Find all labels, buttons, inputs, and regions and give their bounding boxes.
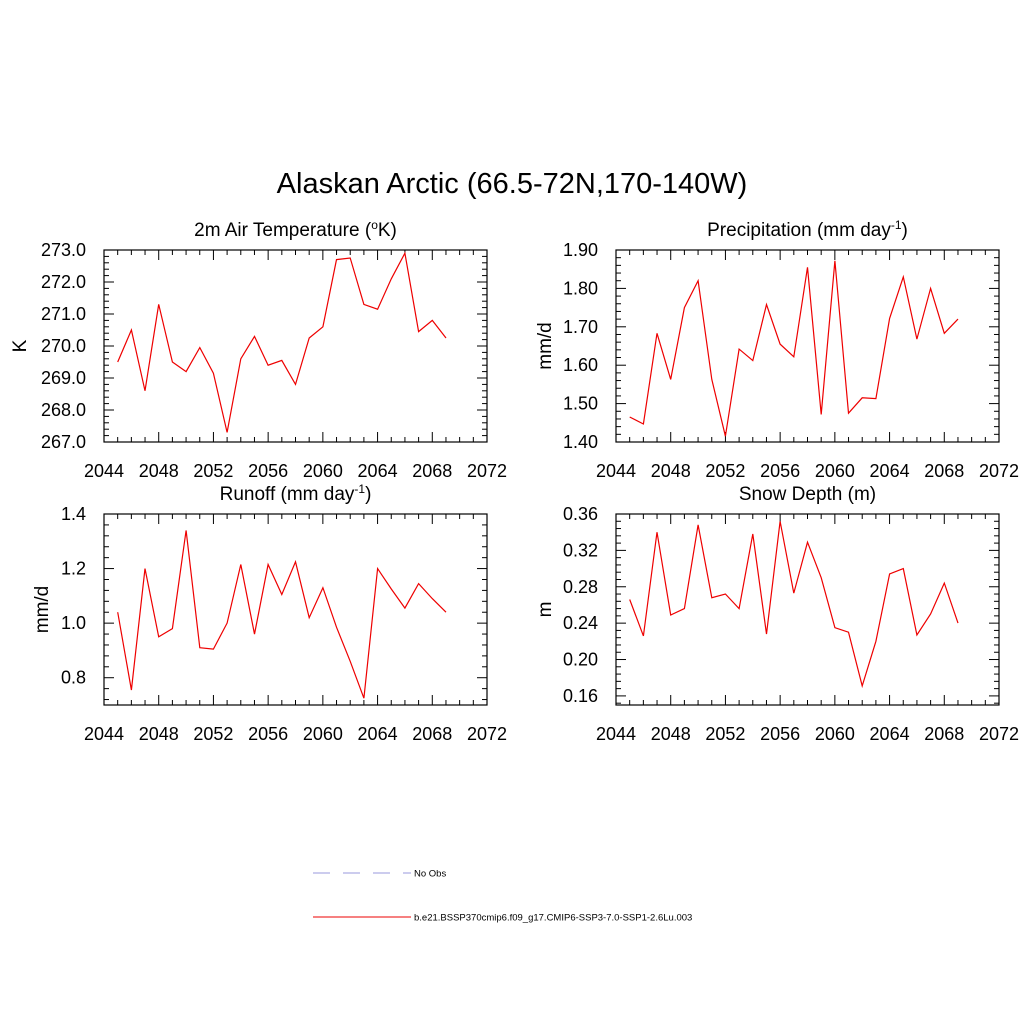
x-tick-label: 2072 [979, 724, 1019, 744]
y-axis-label: mm/d [535, 322, 556, 370]
x-tick-label: 2052 [193, 461, 233, 481]
plot-frame [615, 249, 1000, 443]
x-tick-label: 2056 [760, 724, 800, 744]
x-tick-label: 2052 [705, 724, 745, 744]
x-tick-label: 2072 [979, 461, 1019, 481]
y-tick-label: 1.40 [563, 432, 598, 452]
panel-4: Snow Depth (m) m 2044 2048 2052 2056 2060 2064 2… [535, 484, 1019, 744]
y-tick-label: 0.36 [563, 504, 598, 524]
x-tick-label: 2044 [84, 461, 124, 481]
x-tick-label: 2068 [924, 724, 964, 744]
series-line-1 [629, 521, 959, 689]
panel-title: Snow Depth (m) [739, 484, 876, 505]
x-tick-label: 2068 [412, 724, 452, 744]
y-tick-label: 0.16 [563, 686, 598, 706]
y-tick-label: 1.4 [61, 504, 86, 524]
plot-frame [103, 249, 488, 443]
y-tick-label: 268.0 [41, 400, 86, 420]
x-tick-label: 2064 [358, 461, 398, 481]
series-line-1 [117, 530, 447, 699]
x-tick-label: 2064 [870, 461, 910, 481]
x-tick-label: 2060 [303, 724, 343, 744]
panel-title: 2m Air Temperature (oK) [194, 218, 397, 241]
y-tick-label: 0.20 [563, 650, 598, 670]
panel-title: Runoff (mm day-1) [220, 482, 372, 505]
y-tick-label: 273.0 [41, 240, 86, 260]
y-tick-label: 0.8 [61, 668, 86, 688]
y-tick-label: 0.28 [563, 577, 598, 597]
x-tick-label: 2060 [815, 724, 855, 744]
y-tick-label: 1.50 [563, 394, 598, 414]
x-tick-label: 2056 [248, 461, 288, 481]
x-tick-label: 2048 [139, 724, 179, 744]
panel-3: Runoff (mm day-1) mm/d 2044 2048 2052 2056 206… [32, 482, 507, 744]
x-tick-label: 2064 [358, 724, 398, 744]
y-tick-label: 1.90 [563, 240, 598, 260]
x-tick-label: 2072 [467, 724, 507, 744]
panel-title: Precipitation (mm day-1) [707, 218, 908, 241]
plot-frame [103, 513, 488, 706]
panel-1: 2m Air Temperature (oK) K 2044 2048 2052 2056… [10, 218, 507, 481]
x-tick-label: 2048 [139, 461, 179, 481]
y-axis-label: mm/d [32, 586, 53, 634]
y-tick-label: 270.0 [41, 336, 86, 356]
y-tick-label: 272.0 [41, 272, 86, 292]
y-tick-label: 1.70 [563, 317, 598, 337]
y-tick-label: 267.0 [41, 432, 86, 452]
y-tick-label: 1.80 [563, 278, 598, 298]
x-tick-label: 2048 [651, 461, 691, 481]
y-axis-label: m [535, 602, 556, 618]
series-line-1 [629, 260, 959, 437]
x-tick-label: 2060 [303, 461, 343, 481]
y-tick-label: 1.60 [563, 355, 598, 375]
x-tick-label: 2052 [705, 461, 745, 481]
legend: No Obs b.e21.BSSP370cmip6.f09_g17.CMIP6-S… [313, 869, 692, 924]
legend-label: No Obs [414, 869, 446, 880]
x-tick-label: 2068 [924, 461, 964, 481]
x-tick-label: 2044 [84, 724, 124, 744]
y-tick-label: 271.0 [41, 304, 86, 324]
y-tick-label: 0.32 [563, 540, 598, 560]
x-tick-label: 2064 [870, 724, 910, 744]
panel-2: Precipitation (mm day-1) mm/d 2044 2048 2052… [535, 218, 1019, 481]
x-tick-label: 2060 [815, 461, 855, 481]
y-tick-label: 1.2 [61, 559, 86, 579]
figure-title: Alaskan Arctic (66.5-72N,170-140W) [276, 168, 748, 200]
x-tick-label: 2052 [193, 724, 233, 744]
legend-label: b.e21.BSSP370cmip6.f09_g17.CMIP6-SSP3-7.… [414, 913, 692, 924]
y-tick-label: 269.0 [41, 368, 86, 388]
x-tick-label: 2044 [596, 461, 636, 481]
x-tick-label: 2048 [651, 724, 691, 744]
x-tick-label: 2044 [596, 724, 636, 744]
x-tick-label: 2056 [248, 724, 288, 744]
x-tick-label: 2056 [760, 461, 800, 481]
y-tick-label: 1.0 [61, 613, 86, 633]
x-tick-label: 2068 [412, 461, 452, 481]
y-axis-label: K [10, 339, 31, 352]
y-tick-label: 0.24 [563, 613, 598, 633]
x-tick-label: 2072 [467, 461, 507, 481]
series-line-1 [117, 251, 447, 433]
